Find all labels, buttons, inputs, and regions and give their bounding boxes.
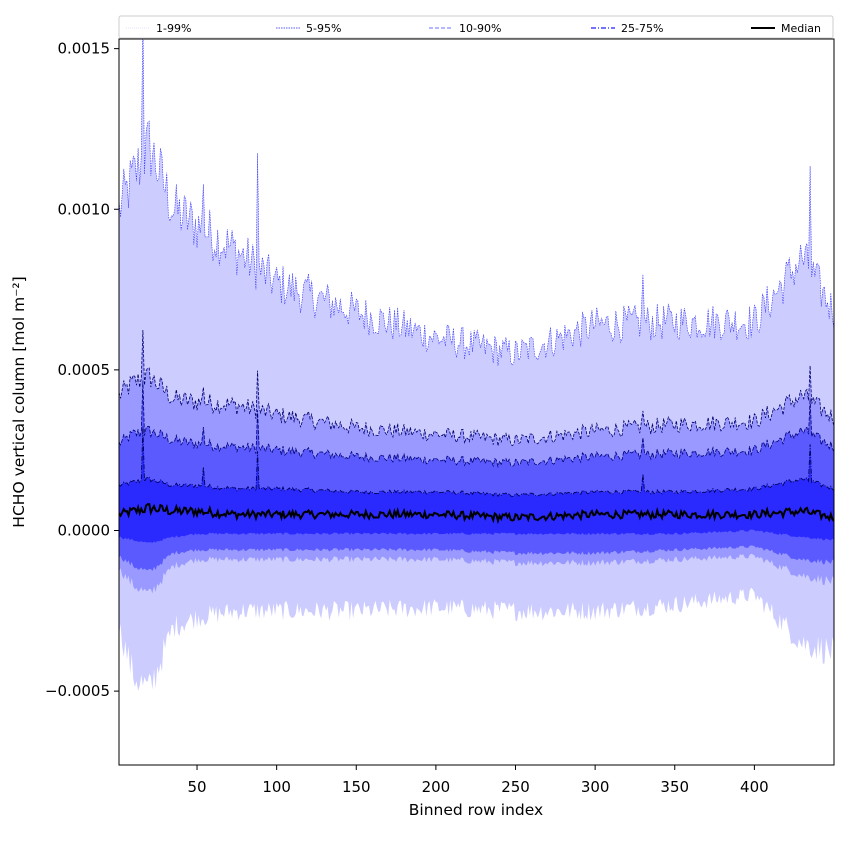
legend-label: 1-99%	[156, 22, 191, 35]
x-axis-label: Binned row index	[409, 801, 543, 819]
x-axis: 50 100 150 200 250 300 350 400	[187, 765, 769, 796]
plot-frame	[118, 38, 835, 766]
x-tick-label: 400	[740, 778, 769, 796]
legend-box	[118, 15, 834, 39]
x-tick-label: 100	[262, 778, 291, 796]
series-line-median	[119, 503, 834, 525]
y-axis-label: HCHO vertical column [mol m⁻²]	[10, 276, 28, 527]
x-tick-label: 300	[581, 778, 610, 796]
x-tick-label: 350	[660, 778, 689, 796]
y-tick-label: 0.0010	[58, 200, 111, 218]
y-tick-label: 0.0000	[58, 521, 111, 539]
series-line-10-90%-upper	[119, 380, 834, 469]
series-line-5-95%-upper	[119, 330, 834, 447]
x-tick-label: 200	[422, 778, 451, 796]
legend: 1-99% 5-95% 10-90% 25-75% Median	[118, 15, 834, 39]
legend-label: Median	[781, 22, 821, 35]
legend-label: 5-95%	[306, 22, 341, 35]
y-tick-label: 0.0015	[58, 40, 111, 58]
x-tick-label: 50	[187, 778, 206, 796]
x-tick-label: 250	[501, 778, 530, 796]
x-tick-label: 150	[342, 778, 371, 796]
series-line-1-99%-upper	[119, 39, 834, 366]
y-axis: −0.0005 0.0000 0.0005 0.0010 0.0015	[45, 40, 119, 700]
legend-label: 10-90%	[459, 22, 501, 35]
series-line-25-75%-upper	[119, 426, 834, 498]
y-tick-label: −0.0005	[45, 682, 110, 700]
y-tick-label: 0.0005	[58, 361, 111, 379]
percentile-lines	[119, 39, 834, 525]
legend-label: 25-75%	[621, 22, 663, 35]
